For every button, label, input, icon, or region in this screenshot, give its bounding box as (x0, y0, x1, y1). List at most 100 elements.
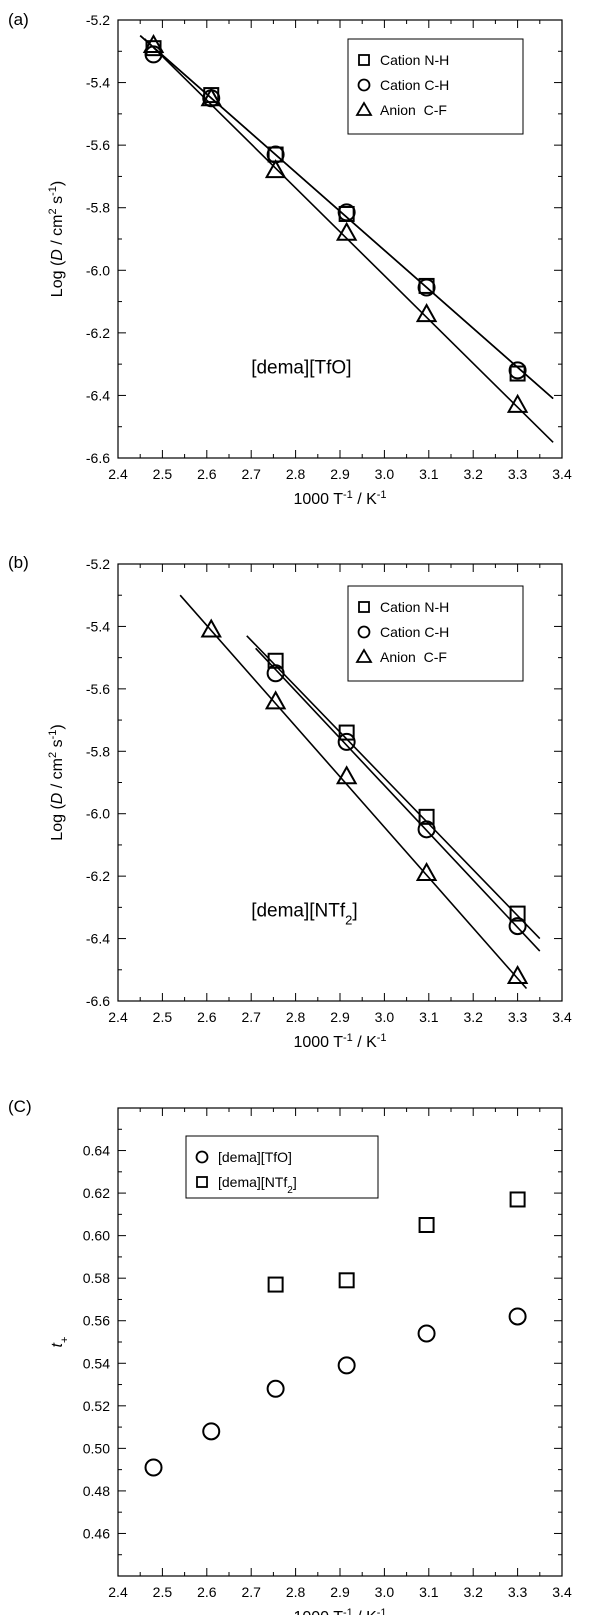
y-tick-label: -5.2 (86, 556, 110, 572)
y-tick-label: 0.60 (83, 1228, 110, 1244)
compound-annotation: [dema][NTf2] (251, 901, 358, 928)
y-axis-title: t+ (49, 1337, 71, 1348)
data-point-circle (202, 1422, 221, 1441)
y-tick-label: 0.58 (83, 1270, 110, 1286)
panel-c-label: (C) (8, 1097, 32, 1116)
x-axis-title: 1000 T-1 / K-1 (293, 489, 386, 508)
data-point-circle (337, 732, 356, 751)
data-point-triangle (264, 159, 287, 179)
x-tick-label: 2.7 (241, 1009, 261, 1025)
fit-line-3 (179, 594, 528, 990)
y-tick-label: -6.2 (86, 868, 110, 884)
legend-label: Cation C-H (380, 77, 449, 93)
legend-label: Cation C-H (380, 624, 449, 640)
x-tick-label: 2.4 (108, 1584, 128, 1600)
y-tick-label: 0.64 (83, 1143, 110, 1159)
legend: Cation N-H Cation C-H Anion C-F (347, 38, 524, 135)
legend-box (185, 1135, 379, 1199)
data-point-square (418, 808, 435, 825)
x-tick-label: 3.1 (419, 1009, 439, 1025)
x-tick-label: 2.7 (241, 1584, 261, 1600)
legend-label: Anion C-F (380, 102, 447, 118)
fit-line-2 (139, 35, 554, 400)
legend-marker-square (358, 54, 370, 66)
x-tick-label: 3.0 (375, 466, 395, 482)
legend-marker-circle (357, 78, 371, 92)
y-tick-label: 0.56 (83, 1313, 110, 1329)
y-tick-label: 0.46 (83, 1525, 110, 1541)
x-tick-label: 3.3 (508, 1584, 528, 1600)
data-point-circle (266, 1379, 285, 1398)
data-point-triangle (142, 33, 165, 54)
y-tick-label: -6.4 (86, 931, 110, 947)
data-point-square (267, 652, 284, 669)
x-tick-label: 2.5 (153, 1009, 173, 1025)
data-point-circle (508, 1307, 527, 1326)
y-tick-label: 0.52 (83, 1398, 110, 1414)
series-1 (144, 1307, 527, 1477)
data-point-triangle (264, 690, 287, 710)
y-tick-label: -5.6 (86, 137, 110, 153)
data-point-triangle (415, 861, 438, 882)
data-point-square (509, 1191, 526, 1208)
x-tick-label: 2.5 (153, 1584, 173, 1600)
data-point-triangle (335, 765, 358, 785)
x-tick-label: 3.0 (375, 1009, 395, 1025)
y-tick-label: -6.2 (86, 325, 110, 341)
data-point-square (509, 905, 526, 922)
x-tick-label: 2.8 (286, 1584, 306, 1600)
x-tick-label: 2.4 (108, 466, 128, 482)
legend-label: Cation N-H (380, 52, 449, 68)
chart-panel-1: 2.4 2.5 2.6 2.7 2.8 2.9 3.0 3.1 3.2 3.3 3.4 -5.2 -5.… (47, 12, 572, 508)
series-2 (266, 664, 527, 936)
panel-b-label: (b) (8, 553, 29, 572)
legend-box (347, 585, 524, 682)
fit-line-2 (255, 647, 541, 952)
x-tick-label: 3.4 (552, 466, 572, 482)
y-tick-label: -5.8 (86, 743, 110, 759)
y-tick-label: -5.4 (86, 75, 110, 91)
legend-label: Cation N-H (380, 599, 449, 615)
y-tick-label: -5.8 (86, 200, 110, 216)
data-point-triangle (415, 303, 438, 323)
data-point-circle (337, 1356, 356, 1375)
data-point-triangle (200, 87, 222, 107)
legend-box (347, 38, 524, 135)
x-tick-label: 3.4 (552, 1584, 572, 1600)
compound-annotation: [dema][TfO] (251, 358, 351, 379)
data-point-square (418, 1217, 435, 1233)
x-tick-label: 2.4 (108, 1009, 128, 1025)
data-point-triangle (200, 618, 222, 638)
y-tick-label: 0.48 (83, 1483, 110, 1499)
x-tick-label: 3.3 (508, 466, 528, 482)
series-3 (200, 618, 529, 985)
legend-marker-square (196, 1176, 208, 1188)
x-tick-label: 3.1 (419, 466, 439, 482)
x-tick-label: 2.9 (330, 466, 350, 482)
data-point-square (338, 724, 355, 741)
x-tick-label: 2.9 (330, 1584, 350, 1600)
y-tick-label: -6.6 (86, 450, 110, 466)
chart-panel-3: 2.4 2.5 2.6 2.7 2.8 2.9 3.0 3.1 3.2 3.3 3.4 0.46 0.4… (49, 1107, 572, 1615)
x-tick-label: 2.8 (286, 466, 306, 482)
data-point-circle (417, 1324, 436, 1343)
legend-label: Anion C-F (380, 649, 447, 665)
data-point-triangle (506, 964, 529, 985)
x-axis-title: 1000 T-1 / K-1 (293, 1032, 386, 1051)
data-point-square (338, 1272, 355, 1289)
legend-marker-square (358, 601, 370, 613)
y-axis-title: Log (D / cm2 s-1) (47, 181, 66, 297)
x-tick-label: 2.6 (197, 466, 217, 482)
y-tick-label: -5.4 (86, 618, 110, 634)
x-tick-label: 3.1 (419, 1584, 439, 1600)
legend-label: [dema][TfO] (218, 1149, 292, 1165)
y-tick-label: 0.62 (83, 1185, 110, 1201)
legend-marker-circle (195, 1150, 209, 1164)
data-point-circle (144, 45, 163, 64)
fit-line-1 (246, 635, 541, 940)
y-tick-label: -5.2 (86, 12, 110, 28)
x-tick-label: 2.8 (286, 1009, 306, 1025)
y-tick-label: -6.4 (86, 387, 110, 403)
x-tick-label: 2.6 (197, 1584, 217, 1600)
x-tick-label: 2.9 (330, 1009, 350, 1025)
